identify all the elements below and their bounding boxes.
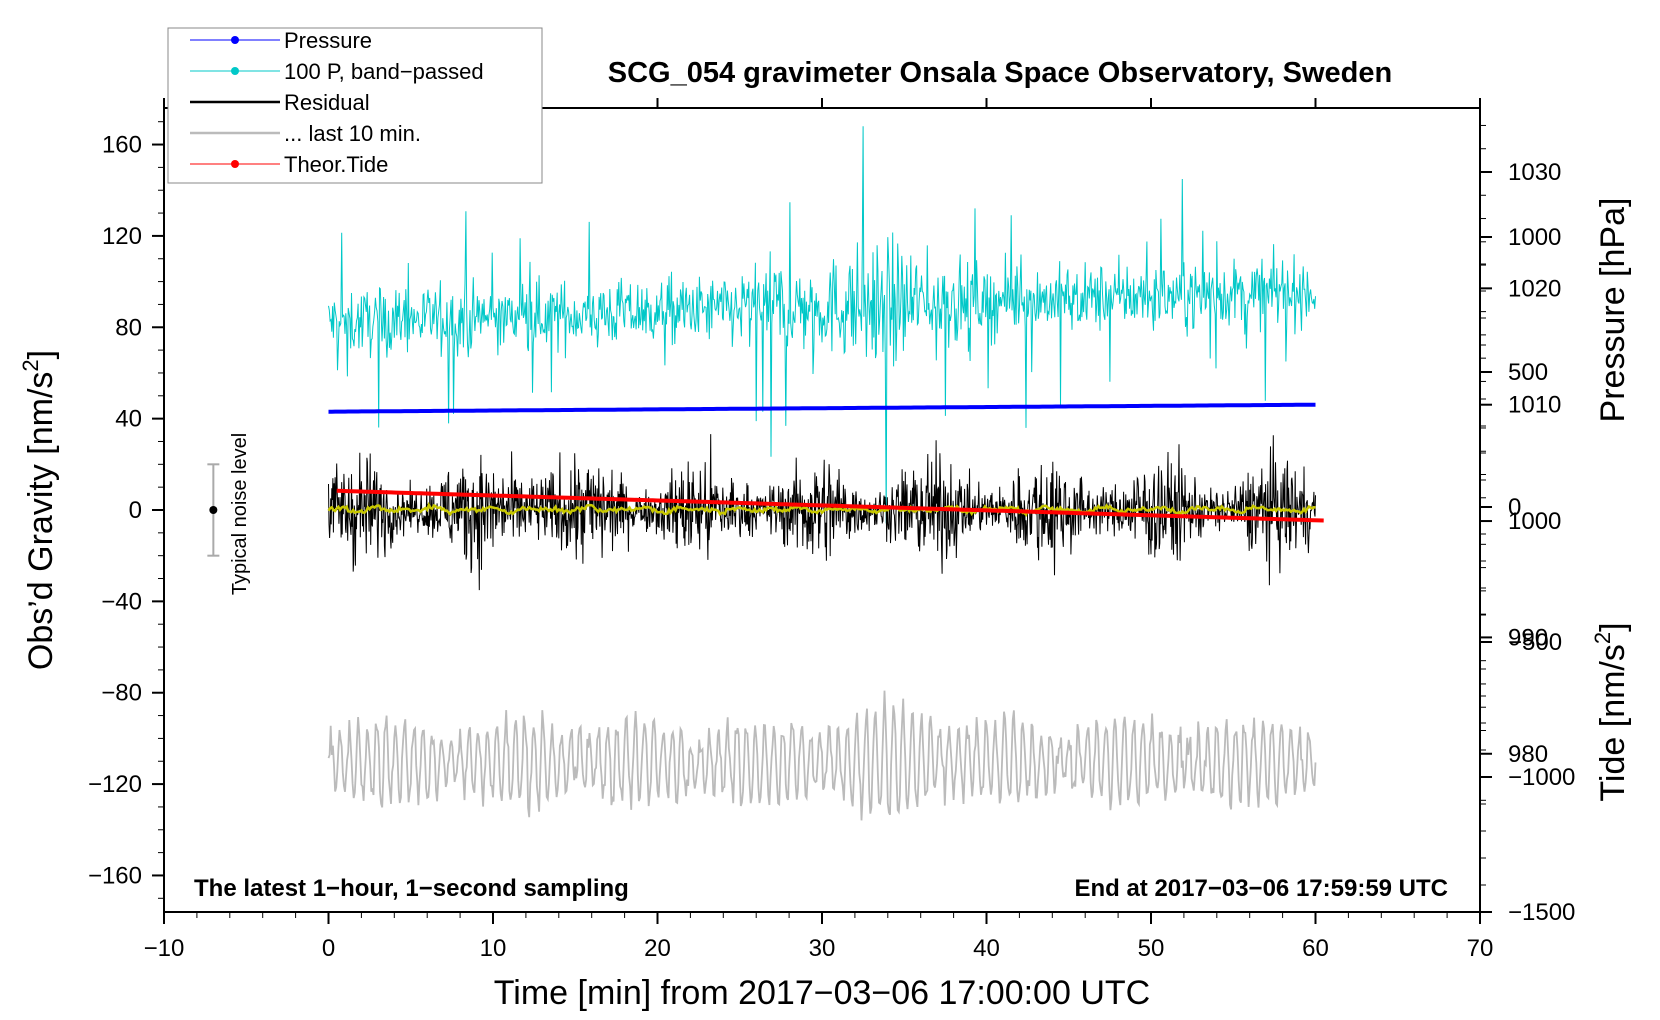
x-tick-label: 30 [809,935,836,962]
noise-marker [209,506,218,514]
x-tick-label: 40 [973,935,1000,962]
annotation-latest: The latest 1−hour, 1−second sampling [194,875,629,902]
left-y-tick-label: 160 [102,132,142,159]
left-y-tick-label: −160 [88,862,142,889]
legend-label: ... last 10 min. [284,121,421,146]
pressure-tick-label: 1000 [1508,508,1561,535]
x-tick-label: 20 [644,935,671,962]
pressure-axis: 980 990 1000 1010 1020 1030 [1480,124,1561,801]
legend-label: Residual [284,90,370,115]
x-tick-label: −10 [144,935,185,962]
legend-marker [231,67,239,75]
legend-label: Pressure [284,28,372,53]
x-axis-title: Time [min] from 2017−03−06 17:00:00 UTC [494,974,1150,1012]
left-y-axis-title-sup: 2 [18,359,43,371]
x-tick-label: 10 [480,935,507,962]
tide-axis-title-sup: 2 [1590,632,1615,644]
left-y-axis: −160 −120 −80 −40 0 40 80 120 160 [88,121,164,899]
left-y-tick-label: 80 [115,314,142,341]
legend-box [167,27,543,184]
pressure-tick-label: 990 [1508,624,1548,651]
bandpassed-pressure-line [328,126,1316,524]
left-y-tick-label: −80 [101,680,142,707]
pressure-line [328,402,1316,414]
series-group [327,126,1324,821]
pressure-tick-label: 1010 [1508,392,1561,419]
tide-tick-label: 1000 [1508,224,1561,251]
tide-tick-label: −1500 [1508,899,1575,926]
legend-marker [231,36,239,44]
left-y-tick-label: −120 [88,771,142,798]
tide-axis-title-end: ] [1594,622,1632,631]
tide-axis-title-main: Tide [nm/s [1594,644,1632,801]
legend: Pressure 100 P, band−passed Residual ... la… [167,27,543,184]
x-tick-label: 60 [1302,935,1329,962]
chart-title: SCG_054 gravimeter Onsala Space Observat… [608,57,1392,89]
x-tick-label: 50 [1138,935,1165,962]
pressure-axis-title: Pressure [hPa] [1594,198,1632,423]
left-y-tick-label: 40 [115,406,142,433]
annotation-end: End at 2017−03−06 17:59:59 UTC [1074,875,1448,902]
left-y-axis-title-end: ] [22,350,60,359]
x-axis: −10 0 10 20 30 40 50 60 70 [144,98,1494,962]
left-y-tick-label: 120 [102,223,142,250]
tide-tick-label: −500 [1508,629,1562,656]
noise-level-label: Typical noise level [229,433,251,595]
x-tick-label: 0 [322,935,335,962]
legend-label: 100 P, band−passed [284,59,484,84]
tide-tick-label: −1000 [1508,764,1575,791]
left-y-axis-title-main: Obs’d Gravity [nm/s [22,372,60,671]
pressure-tick-label: 1020 [1508,275,1561,302]
pressure-tick-label: 980 [1508,741,1548,768]
noise-level-indicator [207,463,220,557]
legend-label: Theor.Tide [284,152,388,177]
pressure-tick-label: 1030 [1508,159,1561,186]
tide-axis-title: Tide [nm/s2] [1590,622,1632,801]
residual-smoothed-line [327,501,1316,517]
tide-tick-label: 500 [1508,359,1548,386]
residual-line [328,434,1316,591]
theoretical-tide-line [336,488,1324,523]
tide-axis: −1500 −1000 −500 0 500 1000 [1480,224,1575,926]
last-10-min-line [327,690,1317,821]
left-y-tick-label: −40 [101,588,142,615]
left-y-axis-title: Obs’d Gravity [nm/s2] [18,350,60,670]
x-tick-label: 70 [1467,935,1494,962]
legend-marker [231,160,239,168]
tide-tick-label: 0 [1508,494,1521,521]
left-y-tick-label: 0 [129,497,142,524]
